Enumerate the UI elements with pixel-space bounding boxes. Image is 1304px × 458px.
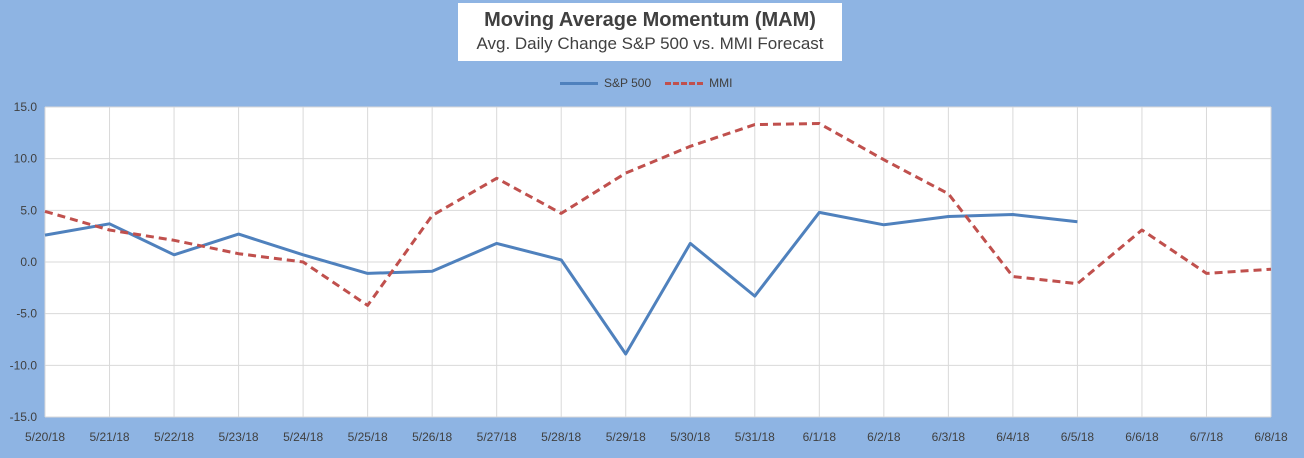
y-axis-ticks: 15.0 10.0 5.0 0.0 -5.0 -10.0 -15.0 — [10, 100, 38, 424]
title-box: Moving Average Momentum (MAM) Avg. Daily… — [458, 3, 842, 61]
x-tick-label: 5/25/18 — [348, 430, 388, 444]
legend-label-sp500: S&P 500 — [604, 76, 652, 90]
y-tick-label: -15.0 — [10, 410, 38, 424]
series-lines — [44, 122, 1272, 356]
legend-item-sp500: S&P 500 — [560, 76, 651, 90]
x-tick-label: 6/3/18 — [932, 430, 966, 444]
x-tick-label: 5/31/18 — [735, 430, 775, 444]
x-tick-label: 5/30/18 — [670, 430, 710, 444]
y-tick-label: 15.0 — [14, 100, 38, 114]
gridlines — [44, 106, 1272, 418]
y-tick-label: -5.0 — [16, 307, 37, 321]
x-tick-label: 5/28/18 — [541, 430, 581, 444]
y-tick-label: -10.0 — [10, 358, 38, 372]
x-axis-ticks: 5/20/18 5/21/18 5/22/18 5/23/18 5/24/18 5/25/… — [25, 430, 1288, 444]
x-tick-label: 6/1/18 — [803, 430, 837, 444]
x-tick-label: 6/5/18 — [1061, 430, 1095, 444]
x-tick-label: 5/24/18 — [283, 430, 323, 444]
x-tick-label: 5/26/18 — [412, 430, 452, 444]
x-tick-label: 6/8/18 — [1254, 430, 1288, 444]
x-tick-label: 5/23/18 — [219, 430, 259, 444]
series-line-mmi — [44, 122, 1272, 307]
x-tick-label: 6/2/18 — [867, 430, 901, 444]
x-tick-label: 5/20/18 — [25, 430, 65, 444]
x-tick-label: 6/6/18 — [1125, 430, 1159, 444]
x-tick-label: 5/21/18 — [90, 430, 130, 444]
legend-label-mmi: MMI — [709, 76, 733, 90]
x-tick-label: 6/7/18 — [1190, 430, 1224, 444]
legend-item-mmi: MMI — [665, 76, 732, 90]
x-tick-label: 6/4/18 — [996, 430, 1030, 444]
chart-title: Moving Average Momentum (MAM) — [484, 9, 816, 31]
x-tick-label: 5/27/18 — [477, 430, 517, 444]
legend-swatch-mmi — [665, 81, 704, 85]
x-tick-label: 5/22/18 — [154, 430, 194, 444]
y-tick-label: 5.0 — [20, 203, 37, 217]
series-line-sp500 — [44, 210, 1078, 356]
x-tick-label: 5/29/18 — [606, 430, 646, 444]
y-tick-label: 10.0 — [14, 152, 38, 166]
chart-subtitle: Avg. Daily Change S&P 500 vs. MMI Foreca… — [476, 34, 824, 53]
legend-swatch-sp500 — [560, 81, 598, 85]
y-tick-label: 0.0 — [20, 255, 37, 269]
legend: S&P 500 MMI — [560, 74, 746, 92]
